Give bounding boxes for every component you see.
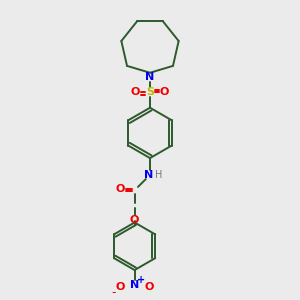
Text: S: S [146,87,154,97]
Text: N: N [130,280,139,290]
Text: N: N [144,170,153,180]
Text: -: - [112,286,116,299]
Text: H: H [155,170,162,180]
Text: O: O [116,282,125,292]
Text: O: O [160,87,169,97]
Text: O: O [145,282,154,292]
Text: O: O [131,87,140,97]
Text: O: O [130,215,139,225]
Text: +: + [137,275,145,285]
Text: N: N [146,72,154,82]
Text: O: O [116,184,125,194]
